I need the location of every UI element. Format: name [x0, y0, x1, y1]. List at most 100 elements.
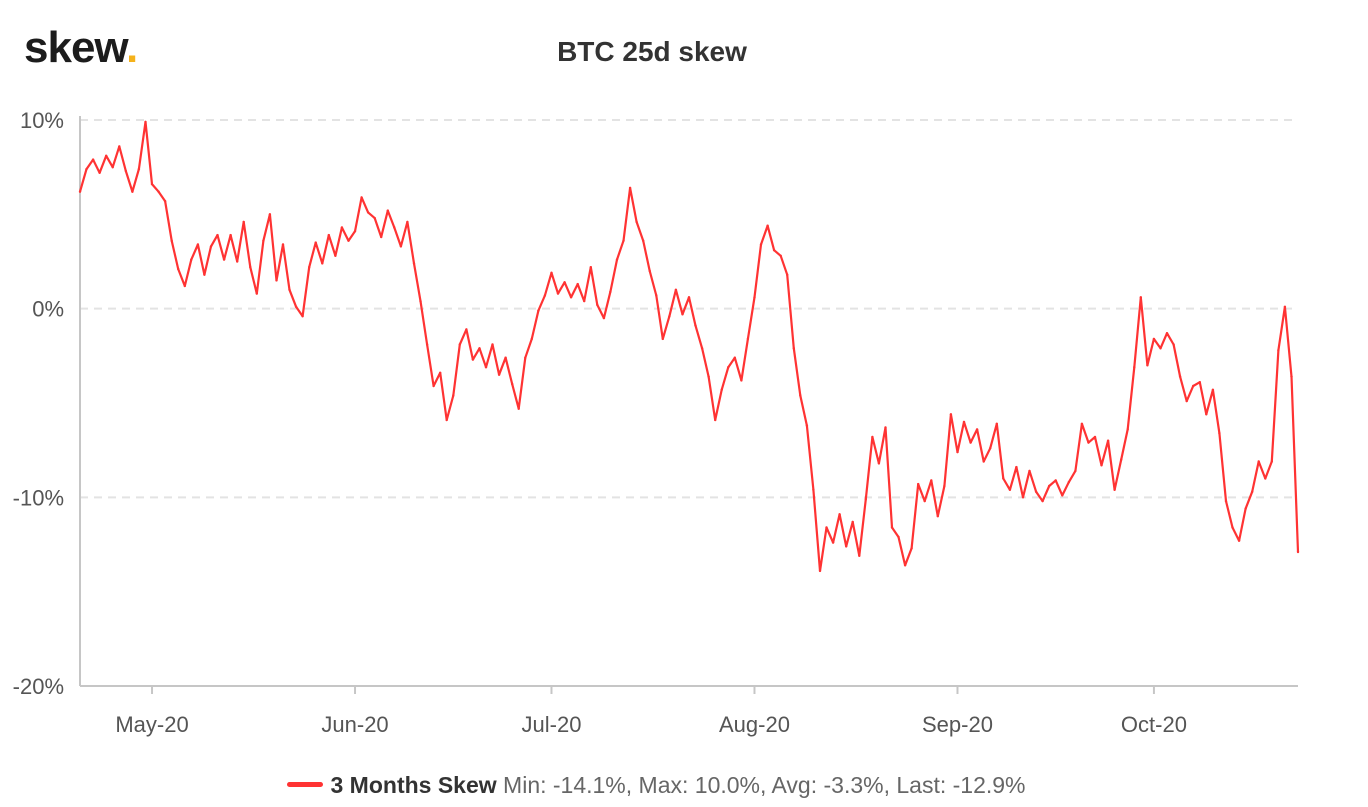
data-point	[537, 309, 540, 312]
data-point	[903, 564, 907, 567]
data-point	[668, 315, 671, 318]
data-point	[432, 384, 435, 388]
data-point	[373, 216, 376, 220]
data-point	[975, 428, 979, 431]
data-point	[229, 233, 232, 237]
legend-series-name: 3 Months Skew	[330, 772, 497, 798]
data-point	[805, 424, 809, 427]
data-point	[1028, 469, 1031, 473]
data-point	[877, 462, 881, 465]
data-point	[353, 230, 357, 233]
data-point	[321, 262, 324, 265]
data-point	[262, 239, 265, 242]
data-point	[714, 418, 717, 422]
data-point	[170, 239, 173, 242]
skew-logo: skew.	[24, 23, 138, 72]
y-tick-label: -10%	[13, 485, 64, 510]
data-point	[681, 313, 684, 316]
data-point	[137, 167, 141, 171]
data-point	[465, 328, 468, 331]
data-point	[628, 186, 632, 190]
data-point	[471, 358, 475, 361]
data-point	[1080, 422, 1084, 425]
data-point	[910, 547, 913, 550]
data-point	[615, 258, 619, 261]
data-point	[1120, 458, 1123, 461]
data-point	[1015, 465, 1018, 469]
data-point	[275, 279, 278, 282]
data-point	[759, 243, 763, 246]
data-point	[642, 239, 645, 242]
y-tick-label: -20%	[13, 674, 64, 699]
data-point	[1211, 388, 1215, 391]
data-point	[655, 294, 658, 297]
data-point	[118, 145, 121, 148]
data-point	[1100, 464, 1103, 467]
data-point	[1290, 375, 1293, 378]
data-point	[674, 288, 678, 291]
data-point	[1270, 460, 1274, 463]
data-point	[1218, 432, 1221, 435]
data-point	[1002, 477, 1005, 480]
data-point	[1277, 349, 1280, 352]
data-point	[314, 241, 317, 244]
data-point	[962, 420, 966, 424]
data-point	[831, 541, 835, 544]
data-point	[340, 226, 344, 229]
data-point	[386, 209, 389, 212]
data-point	[183, 284, 186, 288]
logo-dot: .	[126, 23, 138, 72]
data-point	[969, 441, 972, 444]
data-point	[569, 296, 573, 299]
data-point	[157, 190, 160, 193]
data-point	[393, 226, 396, 229]
data-point	[799, 394, 802, 397]
data-point	[111, 166, 114, 169]
legend-swatch	[286, 782, 323, 788]
data-point	[1008, 488, 1012, 491]
data-point	[949, 413, 953, 416]
data-point	[766, 224, 769, 227]
data-point	[1074, 469, 1077, 473]
data-point	[563, 281, 566, 284]
data-point	[1146, 364, 1149, 367]
data-point	[1054, 479, 1057, 482]
data-point	[1205, 413, 1208, 416]
data-point	[524, 356, 527, 359]
data-point	[995, 422, 998, 425]
data-point	[1159, 347, 1162, 350]
data-point	[294, 305, 298, 308]
data-point	[1034, 490, 1038, 493]
data-point	[1061, 494, 1064, 497]
legend[interactable]: 3 Months Skew Min: -14.1%, Max: 10.0%, A…	[0, 772, 1312, 799]
data-point	[1067, 481, 1071, 484]
data-point	[1283, 305, 1287, 308]
data-point	[452, 394, 455, 397]
data-point	[851, 520, 854, 524]
data-point	[1192, 384, 1195, 388]
data-point	[327, 233, 330, 237]
data-point	[1244, 507, 1247, 510]
y-axis: 10% 0% -10% -20%	[13, 108, 64, 699]
data-point	[583, 299, 586, 303]
data-point	[439, 371, 442, 374]
x-tick-label: Jun-20	[321, 712, 388, 737]
data-point	[1021, 496, 1025, 499]
data-point	[786, 273, 789, 276]
data-point	[890, 526, 894, 529]
data-point	[1041, 499, 1044, 503]
data-point	[772, 249, 776, 252]
data-point	[1251, 490, 1254, 493]
data-point	[288, 288, 291, 291]
data-point	[1172, 343, 1175, 346]
data-point	[255, 292, 258, 295]
data-point	[779, 254, 782, 257]
data-point	[609, 290, 612, 293]
data-point	[661, 337, 664, 341]
data-point	[412, 262, 416, 265]
y-tick-label: 10%	[20, 108, 64, 133]
legend-stats: Min: -14.1%, Max: 10.0%, Avg: -3.3%, Las…	[503, 772, 1026, 798]
data-point	[956, 450, 959, 454]
data-point	[727, 366, 730, 369]
